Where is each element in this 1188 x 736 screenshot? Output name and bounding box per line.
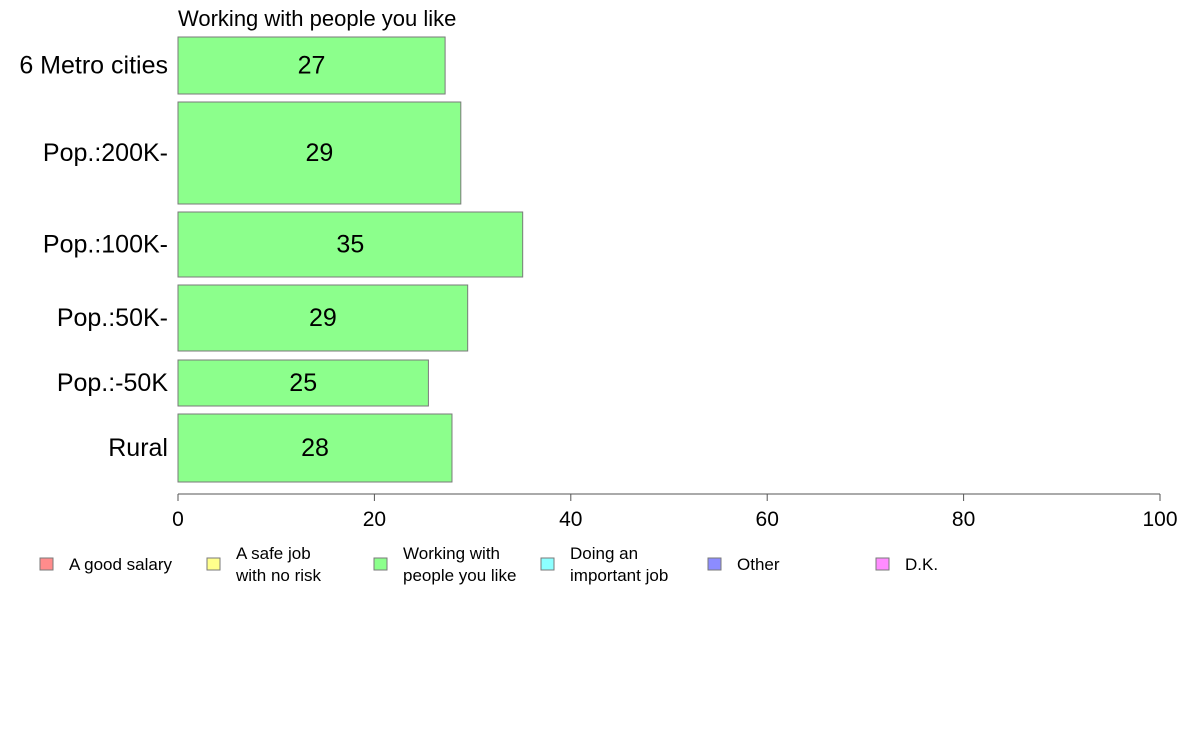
category-label: Pop.:50K- <box>57 304 168 332</box>
bar-1 <box>177 101 462 205</box>
bar-2 <box>177 211 524 278</box>
category-label: Pop.:-50K <box>57 369 169 397</box>
legend-swatch <box>707 557 722 571</box>
x-tick-label: 0 <box>172 508 184 531</box>
legend-swatch <box>39 557 54 571</box>
x-tick-label: 100 <box>1142 508 1177 531</box>
bar-4 <box>177 359 429 407</box>
category-label: Pop.:200K- <box>43 139 168 167</box>
bar-0 <box>177 36 446 95</box>
legend: A good salary A safe job with no risk Worki… <box>39 544 938 585</box>
x-tick-label: 20 <box>363 508 386 531</box>
chart-title: Working with people you like <box>178 6 456 31</box>
legend-swatch <box>373 557 388 571</box>
category-label: 6 Metro cities <box>19 52 168 80</box>
x-tick-label: 60 <box>756 508 779 531</box>
legend-label: A good salary <box>69 555 173 574</box>
x-tick-label: 40 <box>559 508 582 531</box>
bar-5 <box>177 413 453 483</box>
bars-group: 27 29 35 29 25 28 <box>177 36 524 483</box>
bar-value-label: 35 <box>336 231 364 259</box>
bar-value-label: 29 <box>309 304 337 332</box>
legend-label: Working with people you like <box>403 544 516 585</box>
bar-value-label: 27 <box>298 52 326 80</box>
category-labels: 6 Metro cities Pop.:200K- Pop.:100K- Pop.:5… <box>19 52 168 463</box>
legend-label: Other <box>737 555 780 574</box>
bar-value-label: 29 <box>306 139 334 167</box>
x-tick-label: 80 <box>952 508 975 531</box>
x-axis: 0 20 40 60 80 100 <box>172 493 1178 531</box>
legend-label: A safe job with no risk <box>235 544 322 585</box>
legend-swatch <box>540 557 555 571</box>
legend-label: D.K. <box>905 555 938 574</box>
legend-swatch <box>875 557 890 571</box>
category-label: Pop.:100K- <box>43 231 168 259</box>
bar-value-label: 25 <box>289 369 317 397</box>
bar-value-label: 28 <box>301 434 329 462</box>
legend-swatch <box>206 557 221 571</box>
category-label: Rural <box>108 434 168 462</box>
bar-3 <box>177 284 469 352</box>
legend-label: Doing an important job <box>570 544 668 585</box>
